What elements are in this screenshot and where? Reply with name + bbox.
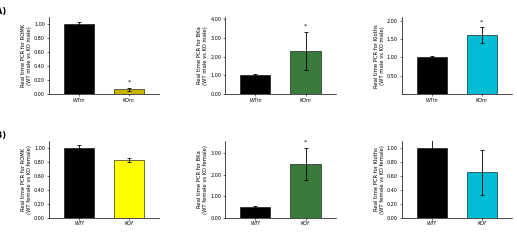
- Bar: [291, 51, 321, 94]
- Text: (B): (B): [0, 130, 6, 139]
- Bar: [467, 35, 497, 94]
- Bar: [291, 164, 321, 218]
- Bar: [240, 75, 270, 94]
- Text: *: *: [480, 19, 483, 24]
- Text: *: *: [128, 80, 131, 85]
- Y-axis label: Real time PCR for ROMK
(WT male vs KO male): Real time PCR for ROMK (WT male vs KO ma…: [21, 24, 32, 87]
- Text: *: *: [304, 24, 307, 29]
- Text: (A): (A): [0, 7, 6, 16]
- Bar: [114, 89, 144, 94]
- Y-axis label: Real time PCR for ROMK
(WT female vs KO female): Real time PCR for ROMK (WT female vs KO …: [21, 145, 32, 214]
- Bar: [417, 57, 447, 94]
- Text: *: *: [304, 140, 307, 145]
- Bar: [417, 148, 447, 218]
- Bar: [114, 160, 144, 218]
- Y-axis label: Real time PCR for Kloths
(WT male vs KO male): Real time PCR for Kloths (WT male vs KO …: [374, 24, 385, 88]
- Bar: [64, 24, 94, 94]
- Bar: [240, 207, 270, 218]
- Y-axis label: Real time PCR for BKa
(WT female vs KO female): Real time PCR for BKa (WT female vs KO f…: [197, 145, 208, 214]
- Y-axis label: Real time PCR for BKa
(WT male vs KO male): Real time PCR for BKa (WT male vs KO mal…: [197, 26, 208, 85]
- Bar: [64, 148, 94, 218]
- Y-axis label: Real time PCR for Kloths
(WT female vs KO female): Real time PCR for Kloths (WT female vs K…: [374, 145, 385, 214]
- Bar: [467, 172, 497, 218]
